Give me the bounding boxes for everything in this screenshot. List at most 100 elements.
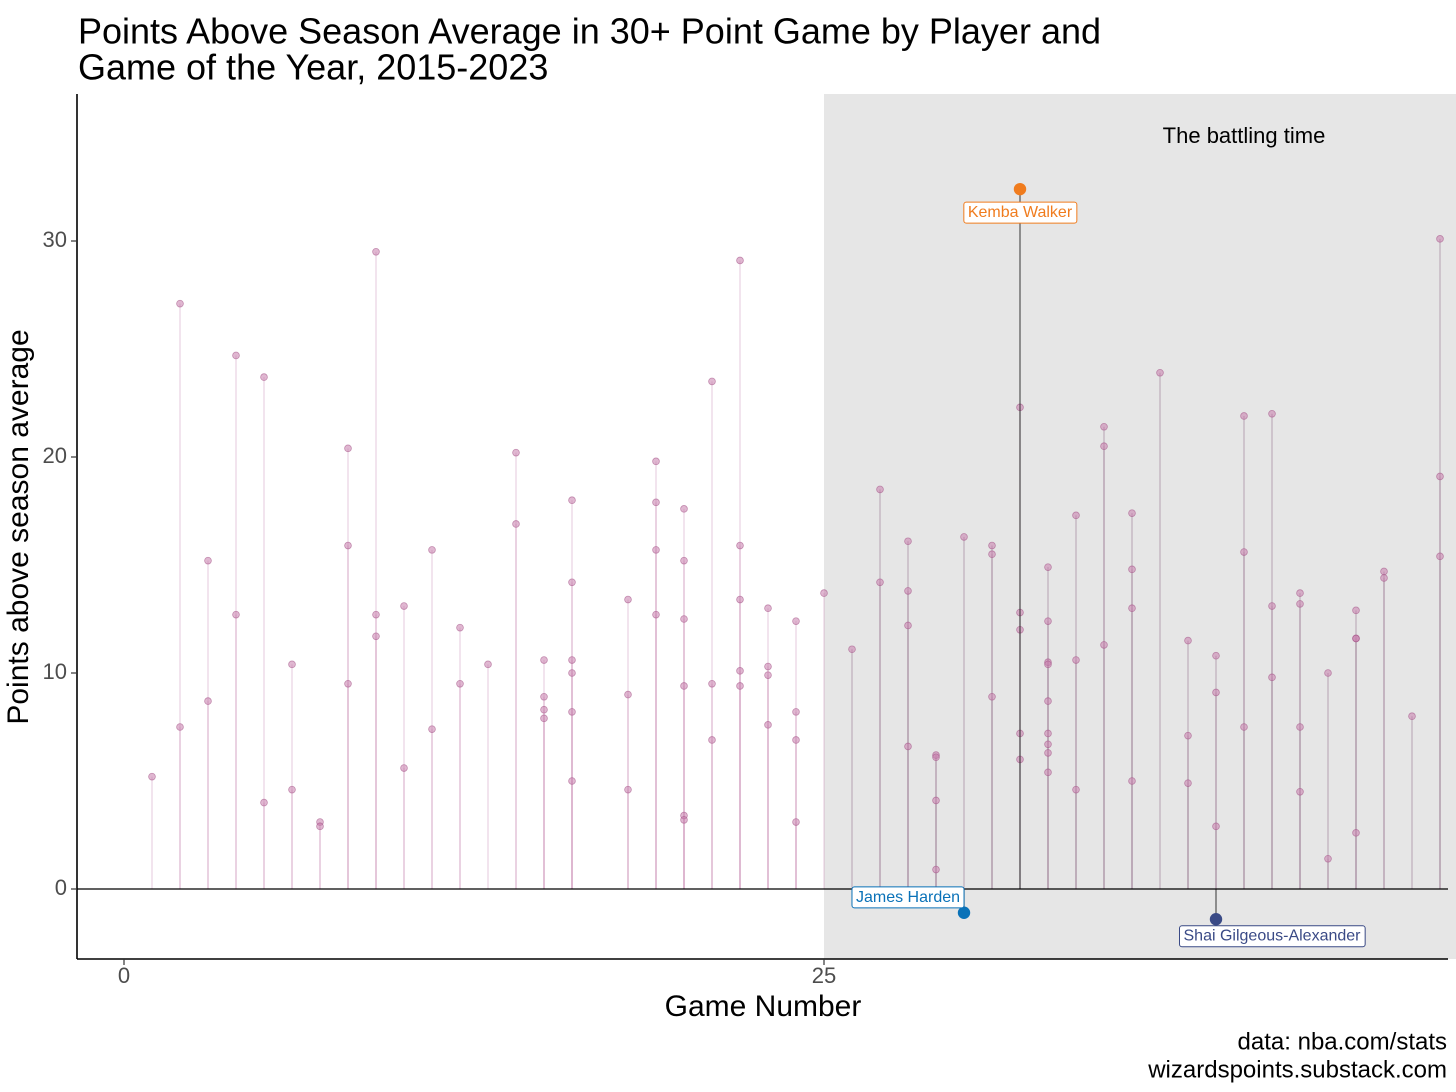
data-point-125	[1324, 854, 1332, 863]
data-point-96	[1044, 768, 1052, 777]
data-point-118	[1268, 602, 1276, 610]
data-point-28	[540, 656, 548, 664]
data-point-104	[1128, 565, 1136, 574]
data-point-48	[680, 682, 688, 690]
data-point-109	[1184, 731, 1192, 740]
data-point-59	[764, 604, 772, 612]
chart-title-line-1: Points Above Season Average in 30+ Point…	[78, 11, 1101, 52]
data-point-132	[1408, 712, 1416, 720]
data-point-13	[344, 444, 352, 453]
data-point-45	[680, 505, 688, 513]
data-point-1	[176, 299, 184, 308]
data-point-94	[1044, 740, 1052, 749]
data-point-110	[1184, 779, 1192, 787]
data-point-82	[988, 692, 996, 701]
data-point-101	[1100, 442, 1108, 451]
data-point-35	[568, 669, 576, 677]
data-point-4	[204, 697, 212, 705]
data-point-124	[1324, 669, 1332, 677]
highlight-point-shai-gilgeous-alexander	[1209, 913, 1223, 926]
data-point-73	[904, 621, 912, 630]
data-point-44	[652, 610, 660, 619]
data-point-100	[1100, 422, 1108, 431]
data-point-55	[736, 541, 744, 550]
data-point-0	[148, 772, 156, 781]
data-point-29	[540, 692, 548, 701]
battling-time-band	[824, 94, 1456, 959]
data-point-30	[540, 705, 548, 714]
data-point-68	[848, 645, 856, 654]
data-point-52	[708, 679, 716, 688]
highlight-label-box-shai-gilgeous-alexander	[1179, 925, 1366, 948]
data-point-97	[1072, 511, 1080, 520]
data-point-12	[316, 822, 324, 831]
chart-title: Points Above Season Average in 30+ Point…	[78, 11, 1101, 88]
y-tick-label-2: 20	[43, 443, 67, 468]
y-axis-title: Points above season average	[2, 329, 35, 724]
x-tick-label-1: 25	[812, 963, 836, 988]
data-point-54	[736, 256, 744, 265]
data-point-88	[1044, 563, 1052, 571]
data-point-95	[1044, 749, 1052, 757]
data-point-116	[1240, 723, 1248, 731]
data-point-79	[960, 533, 968, 541]
data-point-77	[932, 796, 940, 805]
data-point-8	[260, 798, 268, 807]
x-axis-ticks: 0255075	[118, 959, 836, 988]
data-point-17	[372, 610, 380, 619]
data-point-70	[876, 578, 884, 587]
data-point-115	[1240, 548, 1248, 556]
data-point-129	[1352, 829, 1360, 837]
data-point-113	[1212, 822, 1220, 831]
data-point-24	[456, 679, 464, 688]
data-point-64	[792, 708, 800, 716]
data-point-92	[1044, 697, 1052, 705]
data-point-22	[428, 725, 436, 733]
band-label: The battling time	[1163, 123, 1326, 148]
data-point-40	[624, 785, 632, 794]
data-point-46	[680, 556, 688, 565]
data-point-21	[428, 546, 436, 554]
data-point-19	[400, 602, 408, 610]
highlight-label-box-kemba-walker	[963, 201, 1078, 224]
data-point-31	[540, 714, 548, 723]
data-point-126	[1352, 606, 1360, 615]
y-axis-ticks: 0 10 20 30	[43, 227, 77, 900]
data-point-120	[1296, 589, 1304, 597]
data-point-61	[764, 671, 772, 679]
data-point-103	[1128, 509, 1136, 517]
data-point-18	[372, 632, 380, 641]
data-point-72	[904, 587, 912, 595]
data-point-36	[568, 708, 576, 716]
data-point-134	[1436, 472, 1444, 481]
data-point-57	[736, 667, 744, 675]
data-point-60	[764, 662, 772, 671]
data-point-27	[512, 520, 520, 528]
data-point-37	[568, 777, 576, 785]
data-point-53	[708, 736, 716, 744]
data-point-108	[1184, 636, 1192, 645]
data-point-71	[904, 537, 912, 546]
data-point-114	[1240, 412, 1248, 420]
data-point-80	[988, 541, 996, 550]
data-point-107	[1156, 368, 1164, 377]
y-tick-label-1: 10	[43, 659, 67, 684]
data-point-89	[1044, 617, 1052, 625]
data-point-98	[1072, 656, 1080, 664]
x-axis-title: Game Number	[665, 990, 862, 1023]
highlight-label-box-james-harden	[851, 886, 965, 909]
data-point-105	[1128, 604, 1136, 612]
data-point-47	[680, 615, 688, 623]
data-point-106	[1128, 777, 1136, 785]
data-point-43	[652, 546, 660, 554]
caption: data: nba.com/stats wizardspoints.substa…	[1147, 1028, 1447, 1083]
data-point-10	[288, 785, 296, 794]
data-point-15	[344, 679, 352, 688]
data-point-65	[792, 736, 800, 744]
data-point-131	[1380, 574, 1388, 582]
data-point-38	[624, 595, 632, 604]
data-point-23	[456, 623, 464, 632]
data-point-66	[792, 818, 800, 826]
data-point-63	[792, 617, 800, 625]
